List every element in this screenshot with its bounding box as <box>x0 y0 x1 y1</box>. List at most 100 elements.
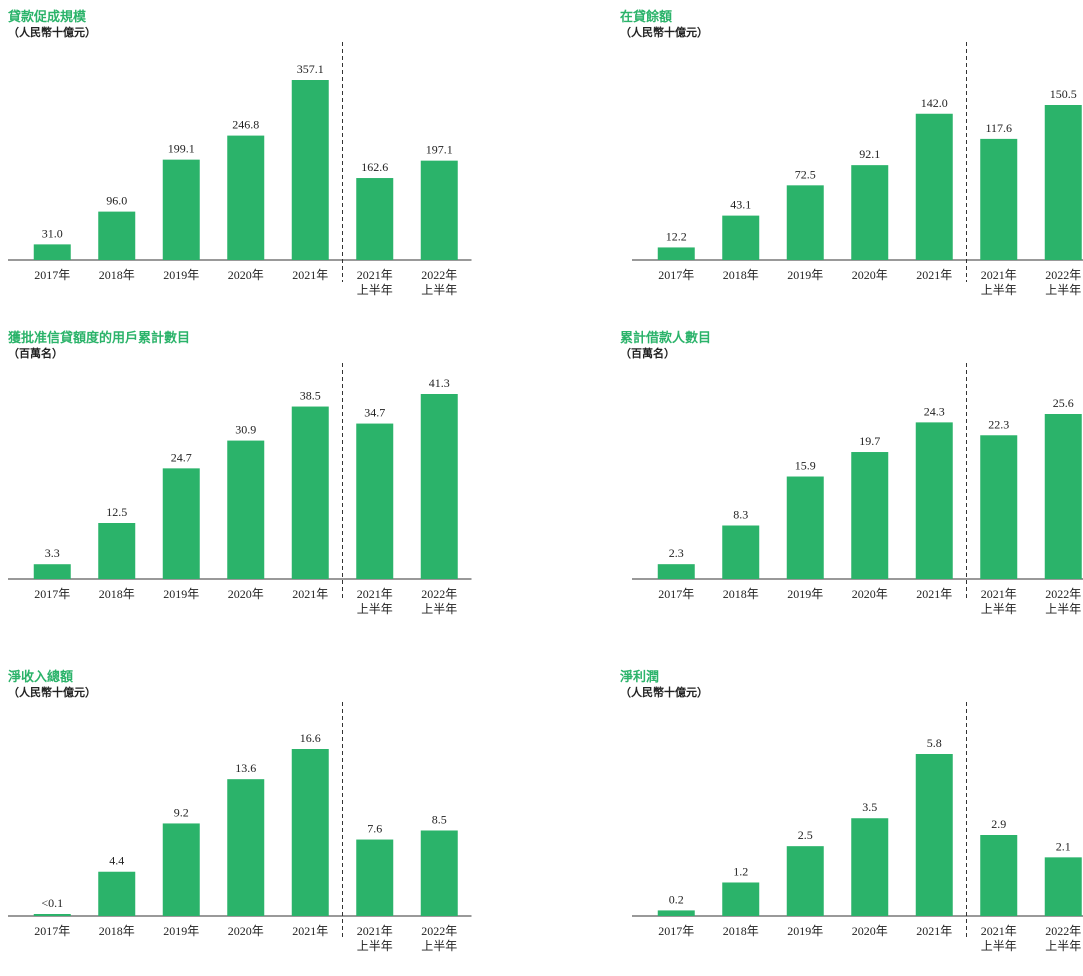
bar-value-label: 43.1 <box>730 198 751 212</box>
x-tick-label: 2021年 <box>292 924 328 938</box>
bar-value-label: 25.6 <box>1053 396 1074 410</box>
chart-panel-borrowers: 累計借款人數目 （百萬名） 2.3 2017年 8.3 2018年 15.9 2019年 1… <box>620 327 1083 637</box>
bar <box>420 394 458 579</box>
bar <box>98 871 136 916</box>
bar <box>291 749 329 916</box>
bar-value-label: 24.3 <box>924 404 945 418</box>
bar-value-label: 38.5 <box>300 389 321 403</box>
x-tick-label: 2021年上半年 <box>981 268 1017 297</box>
bar-value-label: 41.3 <box>429 376 450 390</box>
bar-value-label: 150.5 <box>1050 87 1077 101</box>
bar-value-label: 2.1 <box>1056 839 1071 853</box>
x-tick-label: 2018年 <box>723 924 759 938</box>
bar-value-label: 16.6 <box>300 731 321 745</box>
bar-value-label: 1.2 <box>733 864 748 878</box>
bar-value-label: 13.6 <box>235 761 256 775</box>
bar-value-label: 9.2 <box>174 805 189 819</box>
bar <box>915 754 953 916</box>
x-tick-label: 2021年 <box>916 587 952 601</box>
x-tick-label: 2021年 <box>916 924 952 938</box>
chart-title: 淨收入總額 <box>8 670 74 685</box>
bar-value-label: 2.9 <box>991 817 1006 831</box>
bar <box>657 564 695 579</box>
bar-value-label: 34.7 <box>364 406 385 420</box>
bar <box>786 476 824 579</box>
bar-value-label: 3.3 <box>45 546 60 560</box>
bar-value-label: 7.6 <box>367 822 382 836</box>
bar-value-label: 2.3 <box>669 546 684 560</box>
x-tick-label: 2019年 <box>787 587 823 601</box>
bar <box>33 914 71 916</box>
bar-value-label: 117.6 <box>985 121 1012 135</box>
bar <box>1044 105 1082 260</box>
x-tick-label: 2021年上半年 <box>357 587 393 616</box>
bar-value-label: 8.5 <box>432 812 447 826</box>
bar <box>356 423 394 579</box>
bar-value-label: 246.8 <box>232 118 259 132</box>
bar <box>722 882 760 916</box>
x-tick-label: 2021年 <box>916 268 952 282</box>
bar-value-label: 22.3 <box>988 417 1009 431</box>
x-tick-label: 2021年上半年 <box>981 587 1017 616</box>
bar <box>33 244 71 260</box>
chart-title: 累計借款人數目 <box>620 331 712 346</box>
bar <box>980 835 1018 916</box>
bar <box>33 564 71 579</box>
bar-value-label: 12.2 <box>666 229 687 243</box>
bar <box>980 138 1018 260</box>
chart-unit: （人民幣十億元） <box>8 26 96 39</box>
x-tick-label: 2018年 <box>99 924 135 938</box>
bar <box>786 185 824 260</box>
chart-title: 在貸餘額 <box>620 10 673 25</box>
bar <box>227 135 265 260</box>
bar <box>786 846 824 916</box>
x-tick-label: 2022年上半年 <box>1045 268 1081 297</box>
bar-value-label: 2.5 <box>798 828 813 842</box>
chart-title: 獲批准信貸額度的用戶累計數目 <box>8 331 191 346</box>
bar-value-label: 24.7 <box>171 450 192 464</box>
bar-value-label: 30.9 <box>235 423 256 437</box>
x-tick-label: 2018年 <box>99 268 135 282</box>
x-tick-label: 2020年 <box>228 924 264 938</box>
x-tick-label: 2022年上半年 <box>421 924 457 953</box>
bar-value-label: 197.1 <box>426 143 453 157</box>
bar-chart-svg: 0.2 2017年 1.2 2018年 2.5 2019年 3.5 2020年 5.8 2021年… <box>632 702 1083 953</box>
bar <box>915 113 953 260</box>
bar <box>98 523 136 579</box>
x-tick-label: 2018年 <box>723 587 759 601</box>
bar-value-label: 4.4 <box>109 854 124 868</box>
x-tick-label: 2020年 <box>852 924 888 938</box>
bar-value-label: 72.5 <box>795 167 816 181</box>
bar <box>851 818 889 916</box>
bar-value-label: 357.1 <box>297 62 324 76</box>
bar-value-label: 92.1 <box>859 147 880 161</box>
bar <box>851 165 889 260</box>
chart-unit: （人民幣十億元） <box>8 686 96 699</box>
x-tick-label: 2020年 <box>852 587 888 601</box>
bar <box>291 406 329 579</box>
bar-value-label: 5.8 <box>927 736 942 750</box>
bar <box>851 452 889 579</box>
bar <box>162 823 200 916</box>
x-tick-label: 2020年 <box>228 587 264 601</box>
chart-panel-net-revenue: 淨收入總額 （人民幣十億元） <0.1 2017年 4.4 2018年 9.2 2019年… <box>8 666 472 976</box>
x-tick-label: 2017年 <box>34 587 70 601</box>
bar-value-label: 31.0 <box>42 226 63 240</box>
chart-unit: （人民幣十億元） <box>620 686 708 699</box>
bar-value-label: <0.1 <box>41 896 63 910</box>
bar-value-label: 8.3 <box>733 508 748 522</box>
bar <box>162 159 200 260</box>
x-tick-label: 2022年上半年 <box>421 587 457 616</box>
bar-value-label: 96.0 <box>106 194 127 208</box>
x-tick-label: 2019年 <box>163 268 199 282</box>
chart-panel-outstanding-balance: 在貸餘額 （人民幣十億元） 12.2 2017年 43.1 2018年 72.5 2019… <box>620 6 1083 316</box>
chart-panel-net-profit: 淨利潤 （人民幣十億元） 0.2 2017年 1.2 2018年 2.5 2019年 3.5… <box>620 666 1083 976</box>
x-tick-label: 2021年 <box>292 268 328 282</box>
bar-chart-svg: 2.3 2017年 8.3 2018年 15.9 2019年 19.7 2020年 24.3 20… <box>632 363 1083 616</box>
chart-unit: （人民幣十億元） <box>620 26 708 39</box>
bar-value-label: 3.5 <box>862 800 877 814</box>
x-tick-label: 2022年上半年 <box>421 268 457 297</box>
bar <box>1044 857 1082 916</box>
x-tick-label: 2020年 <box>852 268 888 282</box>
bar <box>915 422 953 579</box>
